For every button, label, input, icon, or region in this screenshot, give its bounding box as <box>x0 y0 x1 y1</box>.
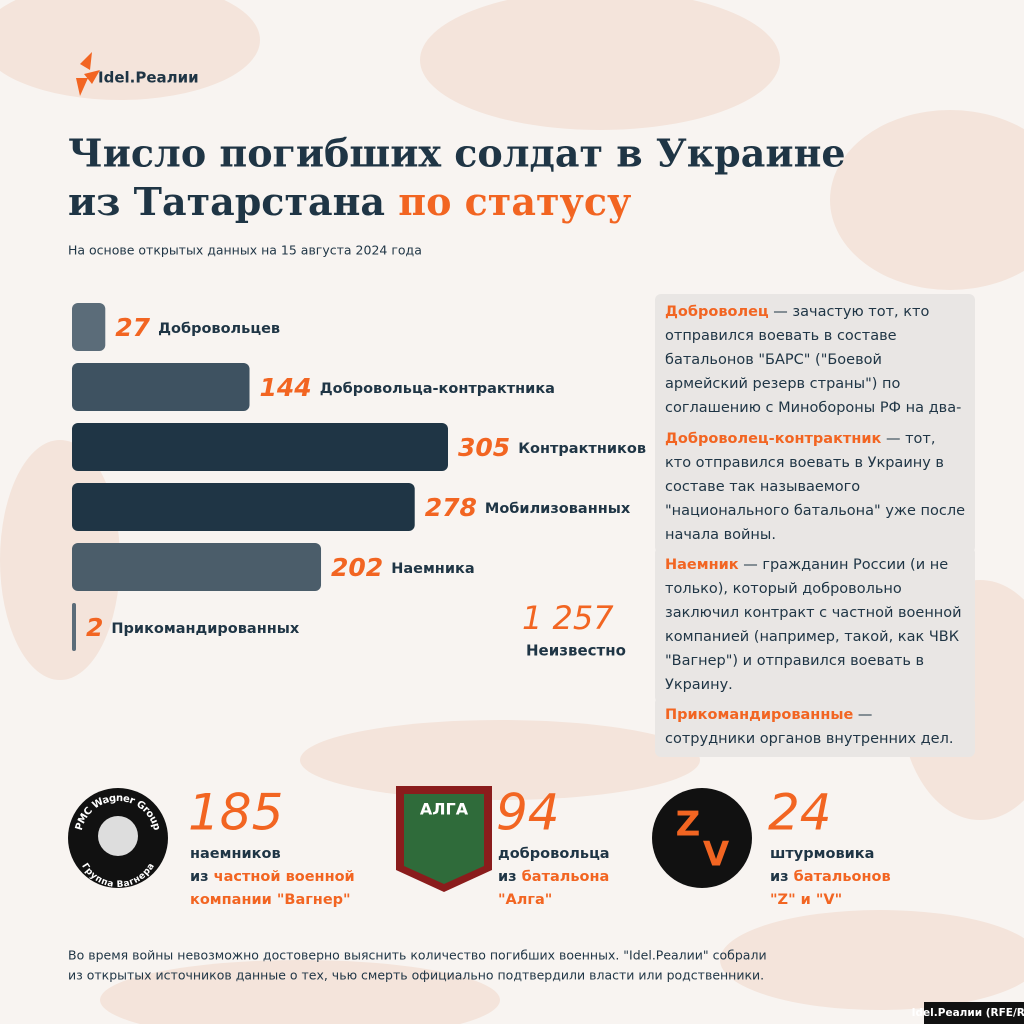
title-part: из Татарстана <box>68 179 385 224</box>
definition: Прикомандированные — сотрудники органов … <box>655 697 975 757</box>
value-label: 27 <box>115 313 150 342</box>
value-label: 144 <box>260 373 312 402</box>
definition-text: — зачастую тот, кто отправился воевать в… <box>665 304 962 440</box>
category-label: Прикомандированных <box>111 621 299 637</box>
highlight-label: штурмовика <box>770 846 874 862</box>
bar <box>72 543 322 591</box>
definition-term: Наемник <box>665 557 739 573</box>
alga-emblem-inner <box>404 794 484 884</box>
credit: Idel.Реалии (RFE/RL) <box>912 1007 1024 1019</box>
title-line: из Татарстана по статусу <box>68 179 631 224</box>
category-label: Добровольцев <box>158 321 280 337</box>
value-label: 202 <box>331 553 383 582</box>
highlight-source: батальона <box>522 869 610 885</box>
highlight-line: из частной военной <box>190 869 355 885</box>
bar <box>72 363 250 411</box>
footnote: Во время войны невозможно достоверно выя… <box>68 948 767 963</box>
highlight-prefix: из <box>498 869 517 885</box>
title-line: Число погибших солдат в Украине <box>68 131 846 176</box>
emblem-text: V <box>703 835 730 875</box>
subtitle: На основе открытых данных на 15 августа … <box>68 243 422 258</box>
highlight-line: из батальона <box>498 869 609 885</box>
logo-mark <box>76 52 100 96</box>
unknown-label: Неизвестно <box>526 642 626 660</box>
credit-box <box>924 1002 1024 1024</box>
bar <box>72 303 106 351</box>
highlight-source: компании "Вагнер" <box>190 892 351 908</box>
definition-text: — гражданин России (и не только), которы… <box>665 557 962 693</box>
bar-chart: 27 Добровольцев 144 Добровольца-контрактник… <box>72 303 646 651</box>
category-label: Наемника <box>391 561 474 577</box>
definition-term: Доброволец-контрактник <box>665 431 882 447</box>
value-label: 305 <box>458 433 510 462</box>
bar <box>72 483 415 531</box>
highlight-source: батальонов <box>794 869 891 885</box>
value-label: 278 <box>425 493 477 522</box>
zv-emblem <box>652 788 752 888</box>
footnote: из открытых источников данные о тех, чью… <box>68 968 764 983</box>
skull <box>98 816 138 856</box>
highlight-label: наемников <box>190 846 281 862</box>
highlight-value: 94 <box>496 784 560 842</box>
category-label: Мобилизованных <box>485 501 631 517</box>
highlight-source: "Алга" <box>498 892 552 908</box>
highlight-prefix: из <box>770 869 789 885</box>
highlights: 185 наемников из частной военной компании "… <box>188 784 891 909</box>
highlight-source: "Z" и "V" <box>770 892 842 908</box>
category-label: Добровольца-контрактника <box>320 381 555 397</box>
bar <box>72 603 76 651</box>
definition: Доброволец-контрактник — тот, кто отправ… <box>655 421 975 553</box>
logo: Idel.Реалии <box>98 69 199 87</box>
title-highlight: по статусу <box>398 179 631 224</box>
highlight-prefix: из <box>190 869 209 885</box>
definition-text: — тот, кто отправился воевать в Украину … <box>665 431 966 543</box>
bar <box>72 423 448 471</box>
definition-term: Прикомандированные <box>665 707 854 723</box>
value-label: 2 <box>86 613 103 642</box>
definition-term: Доброволец <box>665 304 769 320</box>
emblem-text: АЛГА <box>420 800 469 819</box>
highlight-line: из батальонов <box>770 869 891 885</box>
highlight-value: 24 <box>768 784 832 842</box>
highlight-label: добровольца <box>498 846 610 862</box>
highlight-value: 185 <box>188 784 283 842</box>
unknown-value: 1 257 <box>522 599 614 637</box>
highlight-source: частной военной <box>214 869 355 885</box>
emblem-text: Z <box>676 805 701 845</box>
definition: Наемник — гражданин России (и не только)… <box>655 547 975 703</box>
definition-text: — сотрудники органов внутренних дел. <box>665 707 954 747</box>
category-label: Контрактников <box>518 441 646 457</box>
